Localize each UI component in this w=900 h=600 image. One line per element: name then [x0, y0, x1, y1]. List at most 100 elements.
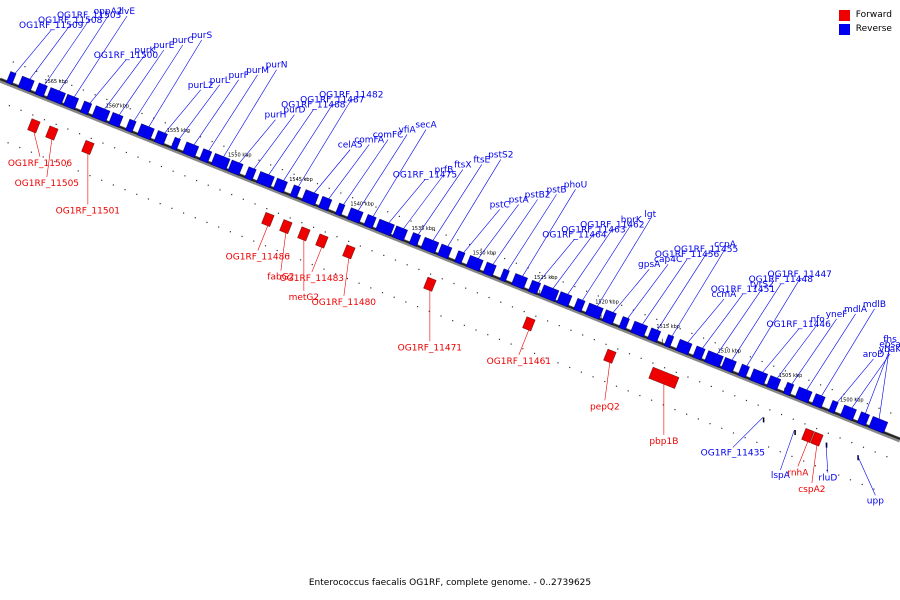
track-dot	[82, 89, 85, 91]
track-dot	[358, 282, 360, 284]
track-dot	[324, 231, 326, 233]
reverse-gene-feature	[108, 112, 124, 128]
track-dot	[89, 174, 91, 177]
track-dot	[667, 323, 670, 325]
track-dot	[699, 381, 701, 383]
reverse-gene-label: pstA	[509, 195, 530, 205]
forward-gene-label: OG1RF_11506	[8, 159, 73, 169]
track-dot	[114, 147, 116, 149]
track-dot	[387, 211, 389, 213]
reverse-gene-label: purK	[134, 46, 156, 56]
track-dot	[36, 70, 38, 72]
reverse-gene-label: aroD	[863, 350, 885, 360]
track-dot	[687, 376, 689, 378]
reverse-gene-label: purL	[210, 76, 230, 86]
reverse-gene-leader	[773, 323, 818, 384]
track-dot	[32, 114, 34, 116]
track-dot	[861, 483, 863, 486]
track-dot	[129, 108, 131, 110]
forward-gene-leader	[280, 232, 287, 271]
track-dot	[453, 282, 455, 285]
reverse-gene-feature	[749, 368, 769, 386]
track-dot	[662, 404, 664, 406]
axis-tick-label: 1560 kbp	[106, 104, 130, 110]
track-dot	[375, 206, 377, 208]
legend-reverse-label: Reverse	[855, 24, 892, 34]
reverse-gene-leader	[190, 79, 239, 150]
forward-gene-leader	[343, 257, 350, 296]
reverse-gene-leader	[205, 74, 258, 156]
track-dot	[184, 175, 186, 177]
track-dot	[440, 315, 442, 317]
track-dot	[488, 296, 490, 299]
track-dot	[149, 161, 151, 163]
forward-gene-label: OG1RF_11471	[398, 343, 462, 353]
track-dot	[106, 98, 108, 101]
genome-caption: Enterococcus faecalis OG1RF, complete ge…	[308, 578, 592, 588]
track-dot	[686, 413, 688, 415]
reverse-gene-leader	[354, 134, 408, 216]
forward-gene-leader	[811, 445, 818, 484]
track-dot	[277, 212, 280, 214]
track-dot	[674, 408, 676, 411]
track-dot	[550, 276, 553, 278]
track-dot	[112, 184, 114, 186]
reverse-gene-label: ccmA	[712, 290, 738, 300]
track-dot	[229, 231, 231, 233]
track-dot	[769, 409, 771, 411]
reverse-gene-leader	[825, 442, 829, 473]
track-dot	[504, 257, 506, 260]
reverse-gene-label: OG1RF_11482	[319, 91, 383, 101]
reverse-gene-feature	[499, 268, 510, 283]
forward-gene-label: pbp1B	[649, 437, 678, 447]
track-dot	[30, 151, 33, 153]
track-dot	[428, 310, 430, 312]
forward-gene-leader	[46, 139, 53, 178]
reverse-gene-label: celA5	[338, 141, 363, 151]
reverse-gene-leader	[593, 219, 651, 312]
track-dot	[862, 446, 865, 448]
track-dot	[429, 273, 432, 275]
track-dot	[691, 332, 693, 335]
track-dot	[94, 94, 96, 96]
reverse-gene-leader	[549, 234, 594, 294]
track-dot	[301, 222, 303, 224]
track-dot	[433, 229, 436, 232]
track-dot	[745, 399, 748, 402]
track-dot	[218, 226, 220, 228]
reverse-gene-label: comFC	[373, 131, 404, 141]
reverse-gene-leader	[459, 209, 500, 258]
track-dot	[570, 329, 572, 331]
reverse-gene-label: ybaK	[879, 345, 900, 355]
track-dot	[305, 178, 307, 180]
track-dot	[312, 226, 315, 228]
track-dot	[838, 474, 840, 476]
track-dot	[323, 268, 325, 270]
reverse-gene-leader	[280, 104, 333, 186]
reverse-gene-label: prfB	[435, 166, 454, 176]
reverse-gene-leader	[369, 129, 427, 222]
forward-gene-leader	[604, 362, 611, 401]
track-dot	[819, 384, 822, 386]
track-dot	[831, 388, 833, 391]
forward-gene-feature	[810, 431, 824, 447]
track-dot	[773, 365, 775, 367]
reverse-gene-leader	[474, 204, 519, 264]
forward-gene-leader	[518, 329, 530, 355]
track-dot	[761, 360, 763, 363]
reverse-gene-leader	[40, 19, 90, 91]
track-dot	[124, 189, 126, 191]
legend-reverse: Reverse	[838, 22, 892, 36]
reverse-gene-label: OG1RF_11455	[674, 245, 738, 255]
reverse-gene-leader	[833, 358, 874, 408]
reverse-gene-label: yfiA	[398, 126, 416, 136]
track-dot	[223, 145, 225, 147]
reverse-gene-label: oppA2	[94, 7, 123, 17]
track-dot	[500, 301, 502, 303]
track-dot	[67, 128, 69, 130]
reverse-gene-label: nfo	[810, 315, 825, 325]
track-dot	[102, 142, 104, 144]
reverse-gene-label: purM	[246, 66, 269, 76]
reverse-gene-leader	[732, 417, 764, 448]
